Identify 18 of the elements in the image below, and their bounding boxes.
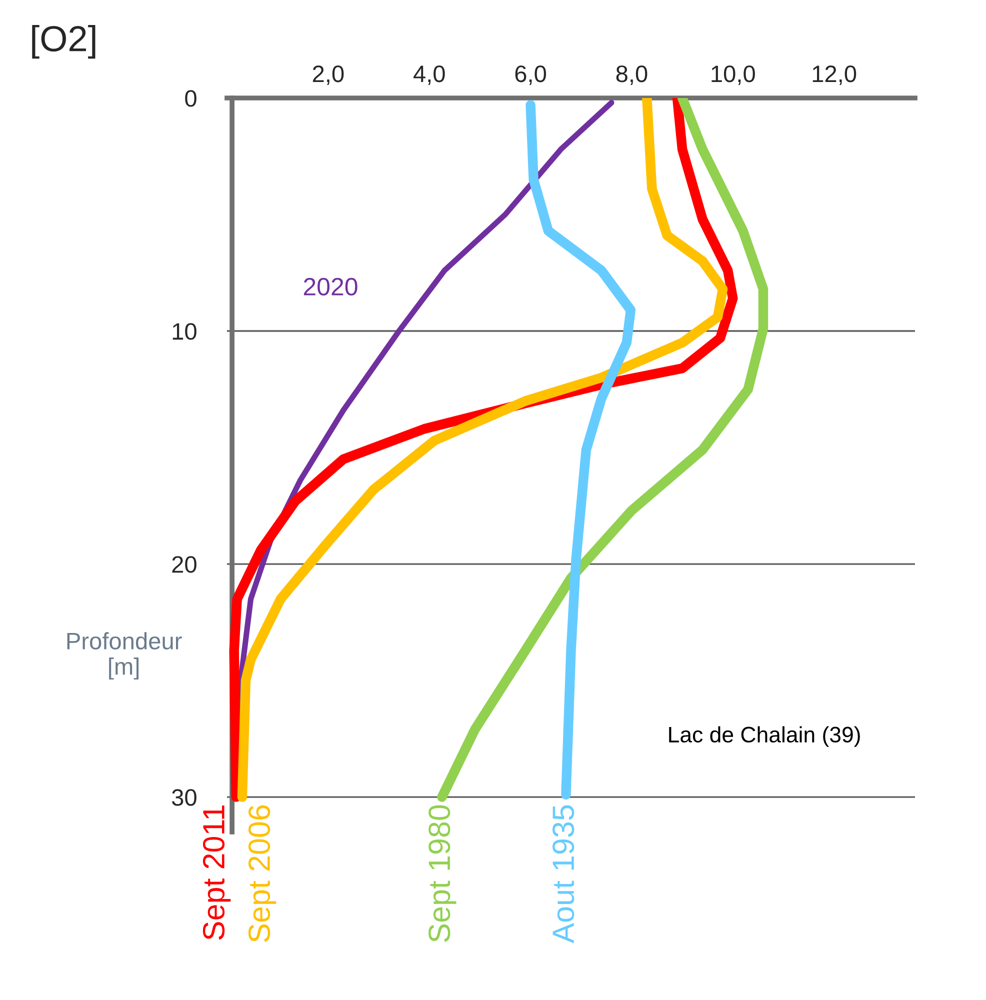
text: Aout 1935 (552, 805, 574, 944)
y-tick-label: 30 (172, 789, 196, 806)
annotation: 2020 (304, 278, 358, 296)
text: Sept 2011 (202, 806, 231, 940)
x-tick-label: 8,0 (616, 66, 648, 86)
y-tick-label: 0 (185, 90, 196, 107)
annotation: Lac de Chalain (39) (669, 726, 860, 747)
chart-title: [O2] (32, 25, 96, 59)
y-tick-label: 10 (172, 323, 196, 340)
x-tick-label: 4,0 (413, 66, 445, 86)
x-tick-label: 10,0 (712, 66, 755, 86)
x-tick-label: 6,0 (515, 66, 546, 86)
y-axis-title: Profondeur [m] (67, 632, 182, 680)
text: Sept 1980 (428, 805, 456, 942)
text: Sept 2006 (248, 805, 276, 942)
y-tick-label: 20 (172, 556, 196, 573)
x-tick-label: 12,0 (812, 66, 856, 86)
x-tick-label: 2,0 (312, 66, 344, 86)
